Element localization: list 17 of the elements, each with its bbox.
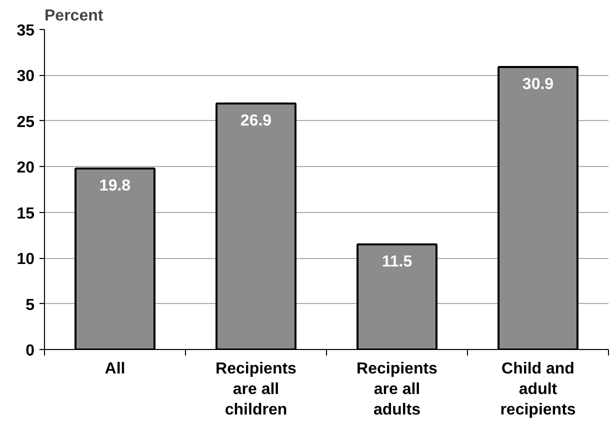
y-tick-label: 30 [16,68,35,86]
x-tick-label: Recipients are all children [216,360,297,418]
y-tick-label: 10 [16,251,35,268]
x-tick-label: Recipients are all adults [356,360,438,418]
y-tick-label: 35 [16,22,35,40]
data-label: 11.5 [382,253,412,270]
y-tick-label: 20 [16,160,35,177]
y-axis-title: Percent [44,8,104,24]
y-tick-label: 25 [16,114,35,131]
data-label: 19.8 [99,177,131,194]
y-tick-label: 0 [26,342,35,360]
x-tick-label: All [104,360,126,378]
y-tick-label: 15 [16,205,35,222]
x-tick-label: Child and adult recipients [500,360,576,418]
data-label: 30.9 [522,76,554,93]
data-label: 26.9 [240,112,272,130]
y-tick-label: 5 [26,296,35,314]
